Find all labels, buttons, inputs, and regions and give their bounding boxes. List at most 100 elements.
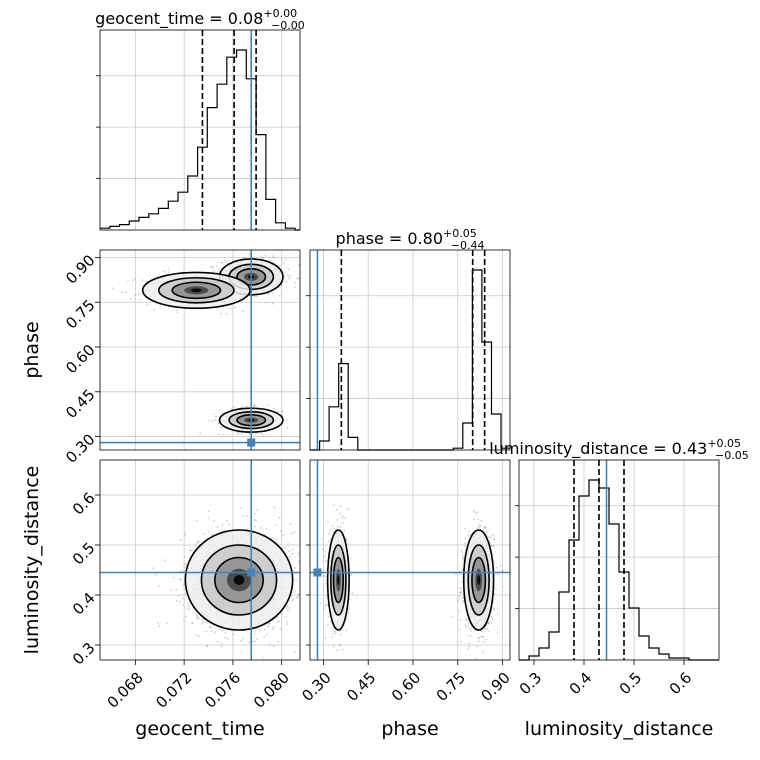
scatter-point <box>457 599 459 602</box>
scatter-point <box>467 534 470 536</box>
scatter-panel-geocent_time-vs-phase <box>99 249 301 451</box>
scatter-point <box>207 530 210 533</box>
scatter-point <box>298 264 300 266</box>
scatter-point <box>463 545 466 547</box>
scatter-point <box>324 605 326 607</box>
scatter-point <box>460 591 463 593</box>
scatter-point <box>276 410 279 413</box>
xtick-label-luminosity_distance-3: 0.6 <box>666 669 696 699</box>
scatter-point <box>121 292 124 294</box>
hist-title-sub-phase: −0.44 <box>451 239 485 252</box>
scatter-point <box>325 596 328 599</box>
scatter-point <box>194 544 197 547</box>
scatter-point <box>489 536 492 538</box>
scatter-point <box>265 528 268 530</box>
scatter-point <box>342 515 344 518</box>
scatter-point <box>254 640 256 643</box>
scatter-point <box>321 548 324 550</box>
scatter-point <box>242 310 245 313</box>
scatter-point <box>253 519 256 521</box>
scatter-point <box>339 504 342 507</box>
scatter-point <box>282 533 284 536</box>
scatter-point <box>458 610 460 612</box>
scatter-point <box>461 601 464 603</box>
scatter-point <box>325 560 328 563</box>
scatter-point <box>289 554 292 557</box>
scatter-point <box>226 637 229 640</box>
scatter-point <box>209 625 211 628</box>
scatter-point <box>488 630 490 633</box>
scatter-point <box>334 630 337 633</box>
scatter-point <box>175 588 178 591</box>
scatter-point <box>223 636 226 639</box>
scatter-point <box>176 309 179 311</box>
scatter-point <box>178 595 180 597</box>
scatter-point <box>286 605 289 608</box>
scatter-point <box>324 550 326 553</box>
scatter-point <box>346 665 348 667</box>
scatter-point <box>191 622 194 624</box>
scatter-point <box>267 293 270 295</box>
hist-title-label-geocent_time: geocent_time = 0.08 <box>95 9 263 29</box>
scatter-point <box>466 624 469 627</box>
scatter-point <box>487 621 490 624</box>
ytick-label-phase-0: 0.30 <box>62 430 98 466</box>
scatter-point <box>259 527 262 529</box>
scatter-point <box>282 261 285 264</box>
scatter-point <box>339 512 342 515</box>
scatter-point <box>343 530 346 532</box>
scatter-point <box>219 426 222 428</box>
scatter-point <box>167 267 170 270</box>
scatter-point <box>480 519 483 522</box>
scatter-point <box>254 525 257 528</box>
density-level-0-4 <box>337 575 340 585</box>
scatter-point <box>304 572 306 574</box>
scatter-point <box>197 617 200 620</box>
scatter-point <box>347 612 350 615</box>
scatter-point <box>476 645 479 648</box>
scatter-point <box>460 640 462 643</box>
scatter-point <box>191 549 193 552</box>
scatter-point <box>279 530 282 533</box>
scatter-point <box>289 522 292 525</box>
scatter-point <box>212 270 215 273</box>
scatter-point <box>127 280 129 283</box>
scatter-point <box>224 528 226 531</box>
scatter-point <box>301 598 303 600</box>
scatter-point <box>264 301 267 304</box>
scatter-point <box>341 517 344 520</box>
scatter-point <box>209 265 212 268</box>
scatter-point <box>323 574 325 577</box>
scatter-point <box>217 640 220 643</box>
contour-line-1-1 <box>157 276 235 304</box>
scatter-point <box>475 512 478 515</box>
xtick-label-luminosity_distance-2: 0.5 <box>616 669 646 699</box>
scatter-point <box>291 553 294 555</box>
scatter-point <box>325 583 327 585</box>
scatter-point <box>139 299 142 301</box>
scatter-point <box>339 526 342 528</box>
scatter-point <box>336 509 338 511</box>
scatter-point <box>475 527 478 529</box>
scatter-point <box>267 625 270 628</box>
scatter-point <box>163 270 166 273</box>
scatter-point <box>237 431 240 434</box>
scatter-point <box>261 656 264 659</box>
scatter-point <box>332 627 335 630</box>
hist-panel-phase: phase = 0.80+0.05 −0.44 <box>306 227 511 451</box>
scatter-point <box>464 527 466 530</box>
scatter-point <box>256 509 259 512</box>
scatter-point <box>196 614 198 617</box>
scatter-point <box>255 295 258 297</box>
scatter-point <box>170 589 173 591</box>
scatter-point <box>291 549 294 551</box>
scatter-point <box>296 596 299 599</box>
scatter-point <box>134 277 136 280</box>
scatter-point <box>336 649 338 651</box>
scatter-point <box>483 527 486 529</box>
scatter-point <box>461 581 463 583</box>
scatter-point <box>281 258 283 261</box>
hist-title-geocent_time: geocent_time = 0.08+0.00 −0.00 <box>95 7 305 32</box>
hist-panel-geocent_time: geocent_time = 0.08+0.00 −0.00 <box>95 7 305 231</box>
scatter-point <box>484 628 487 631</box>
